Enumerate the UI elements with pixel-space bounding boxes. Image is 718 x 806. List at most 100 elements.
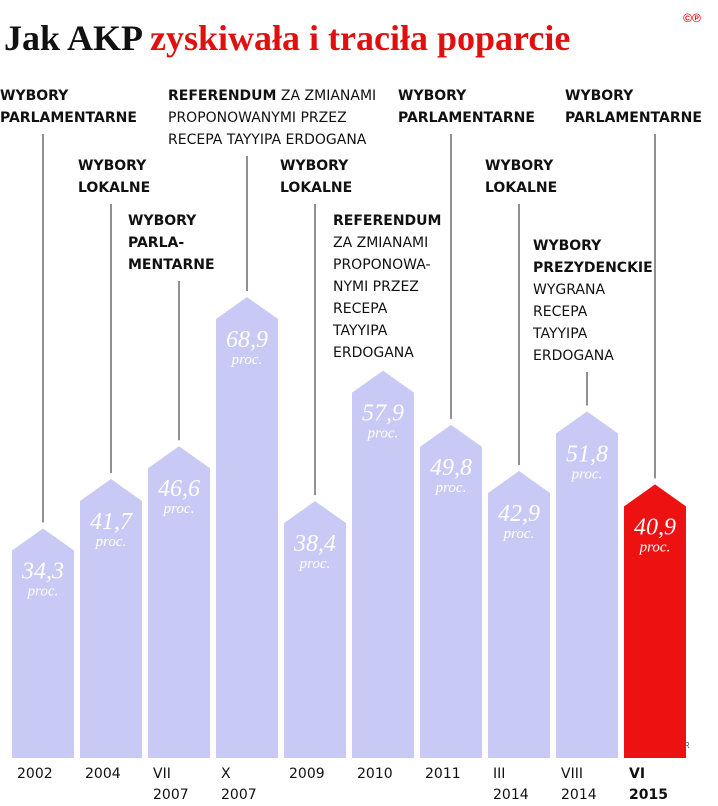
- unit-label: proc.: [27, 584, 59, 600]
- x-tick-label: 2004: [85, 766, 121, 782]
- value-label: 42,9: [498, 501, 540, 527]
- annotation: PREZYDENCKIE: [533, 260, 653, 276]
- annotation: PARLAMENTARNE: [0, 110, 137, 126]
- annotation: TAYYIPA: [332, 323, 388, 339]
- x-tick-label: X: [221, 766, 231, 782]
- annotation-text: ZA ZMIANAMI: [281, 88, 376, 104]
- annotation-bold: LOKALNE: [485, 180, 557, 196]
- annotation-bold: MENTARNE: [128, 257, 215, 273]
- annotation: NYMI PRZEZ: [333, 279, 419, 295]
- unit-label: proc.: [299, 556, 331, 572]
- annotation: WYBORY: [485, 158, 554, 174]
- annotation: WYBORY: [78, 158, 147, 174]
- unit-label: proc.: [571, 466, 603, 482]
- annotation: RECEPA: [333, 301, 388, 317]
- annotation: WYGRANA: [533, 282, 605, 298]
- annotation-text: RECEPA: [533, 304, 588, 320]
- unit-label: proc.: [435, 480, 467, 496]
- x-tick-label: VI: [629, 766, 645, 782]
- x-tick-label: 2014: [561, 787, 597, 803]
- unit-label: proc.: [503, 526, 535, 542]
- x-tick-label: 2014: [493, 787, 529, 803]
- annotation-text: RECEPA: [333, 301, 388, 317]
- unit-label: proc.: [231, 352, 263, 368]
- annotation-bold: WYBORY: [485, 158, 554, 174]
- annotation-text: TAYYIPA: [532, 326, 588, 342]
- value-label: 49,8: [430, 455, 472, 481]
- annotation-text: ERDOGANA: [533, 348, 614, 364]
- annotation-bold: WYBORY: [565, 88, 634, 104]
- bar: [420, 424, 482, 758]
- annotation-text: NYMI PRZEZ: [333, 279, 419, 295]
- annotation-bold: WYBORY: [398, 88, 467, 104]
- annotation-bold: PARLAMENTARNE: [0, 110, 137, 126]
- annotation-bold: WYBORY: [78, 158, 147, 174]
- x-tick-label: 2011: [425, 766, 461, 782]
- x-tick-label: III: [493, 766, 505, 782]
- annotation: RECEPA: [533, 304, 588, 320]
- annotation-bold: REFERENDUM: [168, 88, 276, 104]
- annotation: WYBORY: [280, 158, 349, 174]
- chart-title: Jak AKP zyskiwała i traciła poparcie: [4, 18, 570, 58]
- annotation-text: PROPONOWANYMI PRZEZ: [168, 110, 347, 126]
- bar: [352, 370, 414, 758]
- annotation: REFERENDUM ZA ZMIANAMI: [168, 88, 376, 104]
- annotation: MENTARNE: [128, 257, 215, 273]
- annotation-bold: LOKALNE: [280, 180, 352, 196]
- annotation-bold: REFERENDUM: [333, 213, 441, 229]
- annotation: PROPONOWA-: [333, 257, 431, 273]
- bar: [284, 501, 346, 758]
- unit-label: proc.: [95, 534, 127, 550]
- unit-label: proc.: [163, 501, 195, 517]
- bar: [488, 470, 550, 758]
- value-label: 68,9: [226, 327, 268, 353]
- bar: [556, 411, 618, 758]
- x-tick-label: 2015: [629, 787, 668, 803]
- annotation-bold: WYBORY: [128, 213, 197, 229]
- annotation: PARLAMENTARNE: [565, 110, 702, 126]
- annotation-bold: WYBORY: [0, 88, 69, 104]
- annotation: RECEPA TAYYIPA ERDOGANA: [168, 132, 367, 148]
- value-label: 46,6: [158, 476, 200, 502]
- annotation: WYBORY: [0, 88, 69, 104]
- annotation: LOKALNE: [78, 180, 150, 196]
- bar: [12, 528, 74, 758]
- x-tick-label: VIII: [561, 766, 583, 782]
- unit-label: proc.: [639, 539, 671, 555]
- bar: [624, 484, 686, 758]
- unit-label: proc.: [367, 426, 399, 442]
- annotation-text: ERDOGANA: [333, 345, 414, 361]
- annotation-text: ZA ZMIANAMI: [333, 235, 428, 251]
- value-label: 41,7: [90, 509, 133, 535]
- value-label: 40,9: [634, 514, 676, 540]
- x-tick-label: VII: [153, 766, 171, 782]
- annotation: PARLA-: [128, 235, 184, 251]
- annotation: WYBORY: [565, 88, 634, 104]
- annotation-text: PROPONOWA-: [333, 257, 431, 273]
- logo: ©℗: [683, 11, 701, 25]
- annotation: PARLAMENTARNE: [398, 110, 535, 126]
- annotation: ERDOGANA: [333, 345, 414, 361]
- annotation: WYBORY: [128, 213, 197, 229]
- bar: [148, 446, 210, 758]
- annotation-text: WYGRANA: [533, 282, 605, 298]
- value-label: 57,9: [362, 401, 404, 427]
- annotation: WYBORY: [533, 238, 602, 254]
- value-label: 38,4: [293, 531, 336, 557]
- x-tick-label: 2002: [17, 766, 53, 782]
- annotation: WYBORY: [398, 88, 467, 104]
- title: Jak AKP: [4, 18, 142, 58]
- annotation: LOKALNE: [280, 180, 352, 196]
- bar: [216, 297, 278, 758]
- annotation-bold: PARLAMENTARNE: [565, 110, 702, 126]
- annotation-bold: WYBORY: [280, 158, 349, 174]
- annotation-bold: PREZYDENCKIE: [533, 260, 653, 276]
- x-tick-label: 2010: [357, 766, 393, 782]
- bar: [80, 479, 142, 758]
- subtitle: zyskiwała i traciła poparcie: [150, 18, 570, 58]
- annotation: PROPONOWANYMI PRZEZ: [168, 110, 347, 126]
- annotation: ZA ZMIANAMI: [333, 235, 428, 251]
- value-label: 51,8: [566, 441, 608, 467]
- annotation-bold: WYBORY: [533, 238, 602, 254]
